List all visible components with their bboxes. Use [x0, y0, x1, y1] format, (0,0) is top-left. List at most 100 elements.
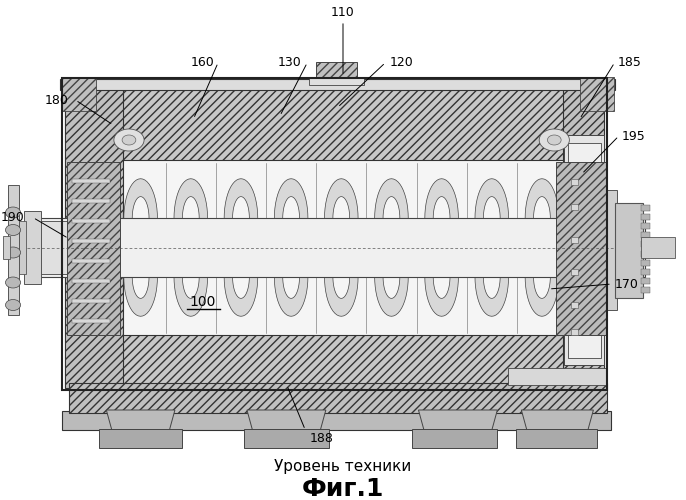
- Polygon shape: [123, 276, 158, 316]
- Circle shape: [5, 207, 21, 218]
- Text: 120: 120: [390, 56, 414, 69]
- Polygon shape: [475, 276, 508, 316]
- Bar: [641, 224, 650, 230]
- Bar: [641, 268, 650, 274]
- Bar: [24, 211, 41, 284]
- Polygon shape: [521, 410, 593, 430]
- Bar: [72, 238, 110, 242]
- Bar: [60, 79, 615, 90]
- Bar: [641, 206, 650, 212]
- Bar: [72, 298, 110, 302]
- Polygon shape: [525, 276, 559, 316]
- Bar: [564, 135, 604, 365]
- Bar: [571, 236, 578, 242]
- Text: 160: 160: [190, 56, 214, 69]
- Bar: [39, 221, 68, 274]
- Text: 110: 110: [331, 6, 355, 18]
- Polygon shape: [375, 178, 408, 218]
- Circle shape: [5, 277, 21, 288]
- Bar: [72, 178, 110, 182]
- Text: 185: 185: [617, 56, 641, 69]
- Circle shape: [5, 247, 21, 258]
- Bar: [580, 77, 614, 111]
- Bar: [3, 236, 10, 258]
- Bar: [571, 204, 578, 210]
- Circle shape: [547, 135, 561, 145]
- Polygon shape: [525, 178, 559, 218]
- Bar: [65, 190, 604, 388]
- Bar: [508, 368, 607, 385]
- Bar: [556, 162, 607, 335]
- Text: 180: 180: [45, 94, 69, 106]
- Bar: [641, 260, 650, 266]
- Bar: [412, 428, 497, 448]
- Polygon shape: [425, 276, 458, 316]
- Circle shape: [122, 135, 136, 145]
- Polygon shape: [224, 276, 258, 316]
- Bar: [72, 198, 110, 202]
- Bar: [568, 142, 601, 358]
- Bar: [67, 162, 120, 335]
- Bar: [563, 80, 604, 388]
- Polygon shape: [274, 276, 308, 316]
- Circle shape: [5, 224, 21, 235]
- Bar: [8, 185, 19, 315]
- Text: Фиг.1: Фиг.1: [302, 477, 384, 500]
- Polygon shape: [375, 276, 408, 316]
- Bar: [120, 160, 563, 335]
- Bar: [69, 214, 120, 282]
- Bar: [641, 242, 650, 248]
- Polygon shape: [418, 410, 497, 430]
- Bar: [69, 382, 607, 412]
- Text: 170: 170: [615, 278, 639, 290]
- Bar: [641, 238, 675, 258]
- Bar: [62, 78, 607, 390]
- Bar: [516, 428, 597, 448]
- Polygon shape: [425, 178, 458, 218]
- Bar: [14, 221, 26, 274]
- Bar: [571, 329, 578, 335]
- Circle shape: [5, 300, 21, 310]
- Circle shape: [539, 129, 569, 151]
- Bar: [571, 302, 578, 308]
- Bar: [62, 411, 611, 430]
- Bar: [641, 278, 650, 283]
- Polygon shape: [324, 276, 358, 316]
- Polygon shape: [247, 410, 326, 430]
- Polygon shape: [274, 178, 308, 218]
- Text: Уровень техники: Уровень техники: [274, 458, 412, 473]
- Bar: [615, 202, 643, 298]
- Text: 130: 130: [278, 56, 302, 69]
- Bar: [571, 269, 578, 275]
- Bar: [72, 318, 110, 322]
- Bar: [62, 77, 96, 111]
- Polygon shape: [224, 178, 258, 218]
- Polygon shape: [123, 178, 158, 218]
- Text: 188: 188: [310, 432, 334, 446]
- Bar: [600, 190, 617, 310]
- Bar: [99, 428, 182, 448]
- Bar: [65, 80, 123, 388]
- Text: 195: 195: [622, 130, 646, 142]
- Text: 100: 100: [189, 296, 215, 310]
- Circle shape: [114, 129, 144, 151]
- Bar: [641, 214, 650, 220]
- Bar: [316, 62, 357, 80]
- Bar: [309, 78, 364, 85]
- Bar: [72, 258, 110, 262]
- Text: 190: 190: [0, 211, 24, 224]
- Polygon shape: [106, 410, 175, 430]
- Bar: [244, 428, 329, 448]
- Polygon shape: [324, 178, 358, 218]
- Bar: [38, 218, 645, 276]
- Polygon shape: [475, 178, 508, 218]
- Bar: [641, 286, 650, 292]
- Bar: [72, 218, 110, 222]
- Polygon shape: [174, 178, 208, 218]
- Bar: [571, 179, 578, 185]
- Bar: [72, 278, 110, 282]
- Polygon shape: [174, 276, 208, 316]
- Bar: [641, 250, 650, 256]
- Bar: [641, 232, 650, 238]
- Bar: [65, 80, 604, 190]
